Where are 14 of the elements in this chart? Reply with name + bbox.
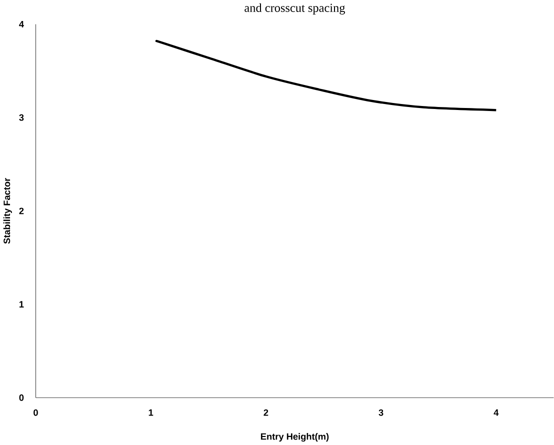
x-axis-title: Entry Height(m) [260, 433, 329, 442]
x-tick-label: 4 [494, 409, 499, 416]
y-tick-label: 4 [19, 21, 24, 28]
y-tick-label: 0 [19, 394, 24, 401]
y-tick-label: 3 [19, 114, 24, 121]
x-tick-label: 2 [264, 409, 268, 416]
y-axis-title: Stability Factor [3, 178, 12, 244]
chart-title: and crosscut spacing [244, 3, 346, 14]
y-tick-label: 1 [19, 301, 24, 308]
x-tick-label: 1 [148, 409, 154, 416]
line-series [155, 40, 498, 112]
y-tick-label: 2 [19, 208, 24, 214]
x-tick-label: 3 [378, 409, 384, 416]
x-tick-label: 0 [34, 409, 38, 416]
